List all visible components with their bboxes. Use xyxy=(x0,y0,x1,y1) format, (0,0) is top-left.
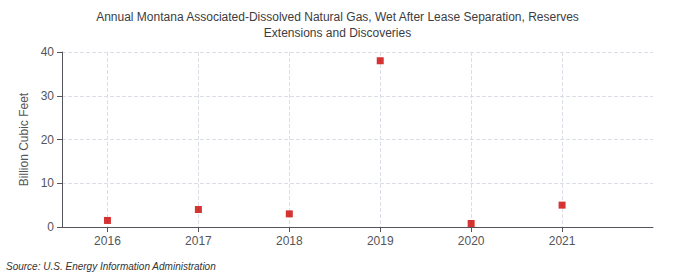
svg-text:40: 40 xyxy=(41,45,55,59)
svg-text:2016: 2016 xyxy=(94,234,121,248)
svg-text:30: 30 xyxy=(41,89,55,103)
svg-text:20: 20 xyxy=(41,133,55,147)
svg-text:2020: 2020 xyxy=(458,234,485,248)
svg-text:2021: 2021 xyxy=(549,234,576,248)
svg-text:Source: U.S. Energy Informatio: Source: U.S. Energy Information Administ… xyxy=(6,261,216,272)
svg-text:2018: 2018 xyxy=(276,234,303,248)
svg-text:Annual Montana Associated-Diss: Annual Montana Associated-Dissolved Natu… xyxy=(96,10,579,24)
svg-text:Billion Cubic Feet: Billion Cubic Feet xyxy=(17,92,31,186)
svg-text:0: 0 xyxy=(47,220,54,234)
svg-text:2017: 2017 xyxy=(185,234,212,248)
svg-text:Extensions and Discoveries: Extensions and Discoveries xyxy=(264,26,411,40)
svg-text:10: 10 xyxy=(41,176,55,190)
svg-text:2019: 2019 xyxy=(367,234,394,248)
